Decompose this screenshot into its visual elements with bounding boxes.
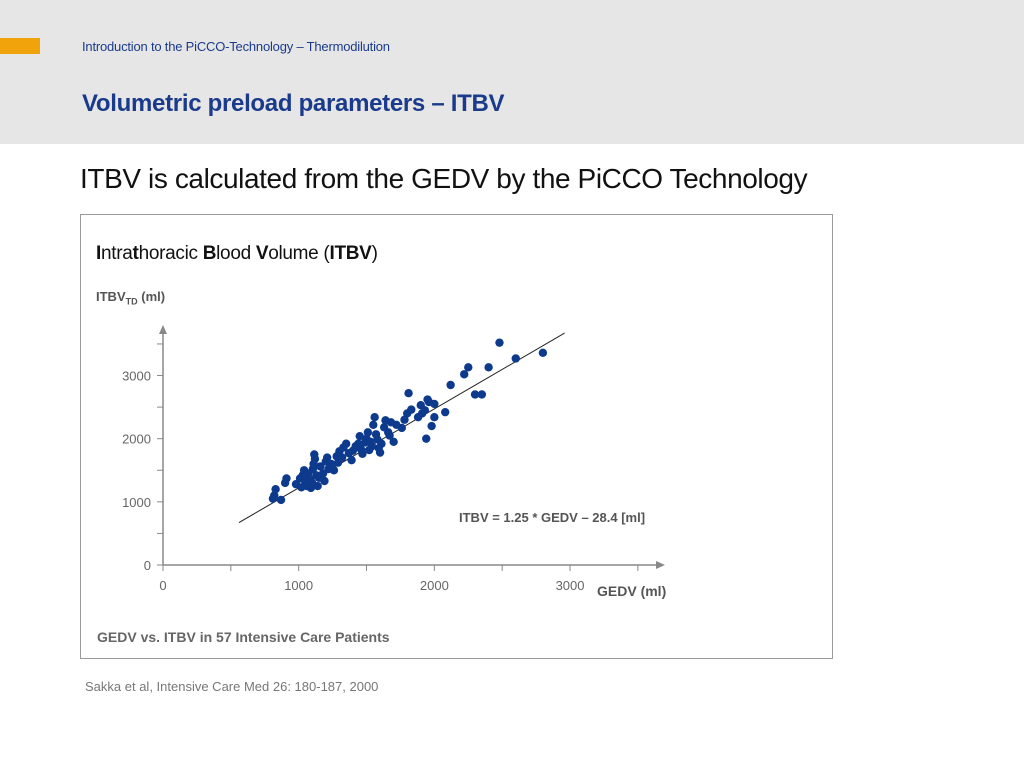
data-point [430,399,439,409]
header-band [0,0,1024,144]
data-point [329,466,339,475]
x-tick-label: 0 [159,578,166,593]
y-tick-label: 1000 [122,495,151,510]
accent-bar [0,38,40,54]
regression-equation: ITBV = 1.25 * GEDV – 28.4 [ml] [459,510,646,525]
chart-title-part: olume ( [268,243,330,264]
chart-title-part: ntra [100,243,133,264]
chart-title-part: V [255,243,269,264]
data-point [370,413,379,422]
data-point [430,413,439,422]
chart-panel [80,214,833,659]
page-title: Volumetric preload parameters – ITBV [82,90,505,117]
data-point [358,449,367,459]
data-point [271,485,280,494]
breadcrumb: Introduction to the PiCCO-Technology – T… [82,39,390,54]
data-point [327,459,336,469]
y-tick-label: 3000 [122,369,151,384]
chart-title-part: I [96,243,101,264]
data-point [367,442,377,451]
data-point [322,453,332,462]
data-point [397,423,406,433]
y-axis-label: ITBVTD (ml) [96,289,165,307]
y-axis-label-sub: TD [125,296,138,307]
y-axis-label-unit: (ml) [137,289,166,304]
chart-title-part: lood [216,243,256,264]
data-point [337,453,347,462]
chart-title-part: t [132,243,139,264]
chart-title-part: ) [371,243,378,264]
data-point [422,434,431,443]
data-point [464,363,473,372]
data-point [400,415,409,424]
data-point [320,476,329,486]
data-point [355,431,364,441]
slide-subtitle: ITBV is calculated from the GEDV by the … [80,163,808,194]
x-tick-label: 2000 [420,578,449,593]
chart-title-part: ITBV [329,243,372,264]
citation: Sakka et al, Intensive Care Med 26: 180-… [85,679,379,694]
data-point [316,462,325,471]
data-point [282,474,291,483]
data-point [341,439,351,448]
data-point [470,390,480,399]
x-tick-label: 1000 [284,578,313,593]
data-point [495,338,504,347]
data-point [377,439,386,448]
chart-title: Intrathoracic Blood Volume (ITBV) [96,243,378,265]
data-point [538,348,548,357]
data-point [441,407,450,417]
data-point [407,405,416,414]
data-point [389,437,398,447]
data-point [313,481,322,491]
data-point [511,354,520,363]
y-tick-label: 2000 [122,432,151,447]
x-axis-arrow [656,561,665,569]
data-point [420,406,430,415]
data-point [270,491,279,500]
chart-title-part: B [202,243,217,264]
x-tick-label: 3000 [556,578,585,593]
data-point [369,420,378,429]
data-point [363,428,373,437]
data-point [375,448,385,457]
data-point [477,390,487,399]
data-point [484,363,493,372]
data-point [310,454,320,464]
chart-title-part: horacic [138,243,203,264]
data-point [276,495,286,505]
data-point [385,431,394,440]
y-axis-arrow [159,325,167,334]
chart-caption: GEDV vs. ITBV in 57 Intensive Care Patie… [97,629,390,645]
data-point [427,421,436,431]
data-point [404,389,413,398]
x-axis-label: GEDV (ml) [597,583,667,599]
y-axis-label-main: ITBV [96,289,126,304]
data-point [460,370,469,379]
data-point [446,380,455,390]
y-tick-label: 0 [144,558,151,573]
data-point [347,455,356,465]
